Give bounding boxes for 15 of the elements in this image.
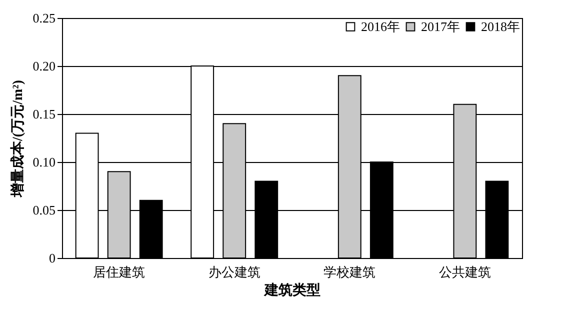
legend-label: 2017年	[421, 18, 460, 34]
legend-label: 2016年	[361, 18, 400, 34]
x-tick-label: 办公建筑	[208, 264, 260, 280]
x-tick-label: 学校建筑	[324, 264, 376, 280]
y-axis-title: 增量成本/(万元/m²)	[10, 80, 26, 198]
y-tick-label: 0.20	[32, 58, 56, 74]
x-axis-title: 建筑类型	[264, 282, 320, 298]
y-tick-label: 0.25	[32, 10, 56, 26]
x-tick-label: 居住建筑	[93, 264, 146, 280]
y-tick-label: 0.15	[32, 106, 56, 122]
y-tick-label: 0.10	[32, 154, 56, 170]
y-tick-label: 0	[49, 250, 56, 266]
y-tick-label: 0.05	[32, 202, 56, 218]
x-tick-label: 公共建筑	[438, 264, 491, 280]
legend-label: 2018年	[481, 18, 520, 34]
